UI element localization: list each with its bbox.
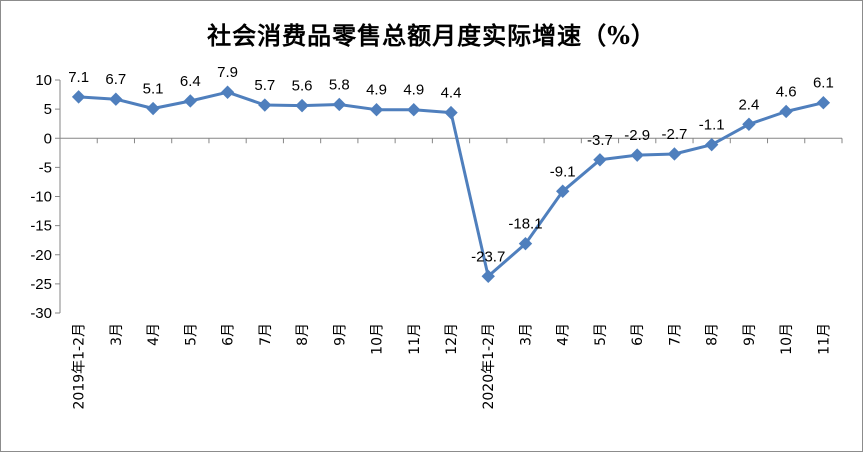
y-tick-label: 10 [35, 72, 52, 89]
y-tick-label: -20 [30, 247, 52, 264]
y-tick-label: -5 [39, 159, 52, 176]
data-label: 6.1 [813, 75, 834, 92]
data-point [593, 153, 607, 167]
y-tick-label: -25 [30, 276, 52, 293]
data-label: 2.4 [738, 96, 759, 113]
data-label: 4.6 [776, 83, 797, 100]
y-tick-label: 5 [44, 101, 52, 118]
data-label: 5.8 [329, 76, 350, 93]
x-tick-label: 6月 [630, 323, 646, 346]
x-tick-label: 8月 [705, 323, 721, 346]
data-label: 7.9 [217, 64, 238, 81]
data-label: 6.7 [105, 71, 126, 88]
data-point [295, 98, 309, 113]
data-label: -9.1 [550, 163, 576, 180]
y-tick-label: -15 [30, 218, 52, 235]
x-tick-label: 8月 [295, 323, 311, 346]
x-tick-label: 10月 [779, 323, 795, 355]
data-label: 5.1 [143, 81, 164, 98]
data-point [704, 137, 719, 152]
data-point [481, 269, 495, 284]
data-point [183, 94, 198, 108]
data-point [146, 101, 160, 116]
data-point [220, 85, 235, 99]
data-label: -23.7 [471, 248, 505, 265]
y-tick-label: -30 [30, 305, 52, 322]
data-label: -3.7 [587, 132, 613, 149]
data-label: 4.4 [441, 85, 462, 102]
data-point [816, 96, 831, 110]
data-point [742, 117, 756, 131]
data-point [630, 148, 644, 162]
x-tick-label: 5月 [593, 323, 609, 346]
x-tick-label: 2020年1-2月 [481, 323, 497, 410]
data-label: 4.9 [366, 82, 387, 99]
data-point [407, 103, 421, 117]
data-label: 7.1 [68, 69, 89, 86]
x-tick-label: 4月 [556, 323, 572, 346]
data-label: 5.7 [254, 77, 275, 94]
data-point [779, 104, 793, 119]
data-label: 4.9 [403, 82, 424, 99]
data-point [518, 236, 533, 251]
data-label: 5.6 [292, 78, 313, 95]
data-label: -18.1 [508, 216, 542, 233]
data-point [556, 184, 570, 198]
data-point [667, 147, 682, 161]
data-point [71, 90, 86, 104]
data-label: 6.4 [180, 73, 201, 90]
x-tick-label: 6月 [221, 323, 237, 346]
y-tick-label: -10 [30, 189, 52, 206]
data-label: -2.9 [624, 127, 650, 144]
x-tick-label: 3月 [518, 323, 534, 346]
x-tick-label: 3月 [109, 323, 125, 346]
chart-title: 社会消费品零售总额月度实际增速（%） [207, 21, 656, 50]
x-tick-label: 12月 [444, 323, 460, 355]
data-point [369, 103, 384, 117]
y-tick-label: 0 [44, 130, 52, 147]
x-tick-label: 11月 [407, 323, 423, 355]
x-tick-label: 7月 [258, 323, 274, 346]
x-tick-label: 7月 [667, 323, 683, 346]
x-tick-label: 10月 [370, 323, 386, 355]
data-label: -2.7 [661, 126, 687, 143]
x-tick-label: 9月 [742, 323, 758, 346]
x-tick-label: 11月 [816, 323, 832, 355]
x-tick-label: 9月 [332, 323, 348, 346]
data-point [258, 98, 272, 112]
data-point [109, 92, 123, 106]
x-tick-label: 4月 [146, 323, 162, 346]
data-point [332, 97, 346, 112]
x-tick-label: 2019年1-2月 [72, 323, 88, 410]
data-label: -1.1 [699, 117, 725, 134]
data-point [444, 105, 458, 120]
x-tick-label: 5月 [183, 323, 199, 346]
